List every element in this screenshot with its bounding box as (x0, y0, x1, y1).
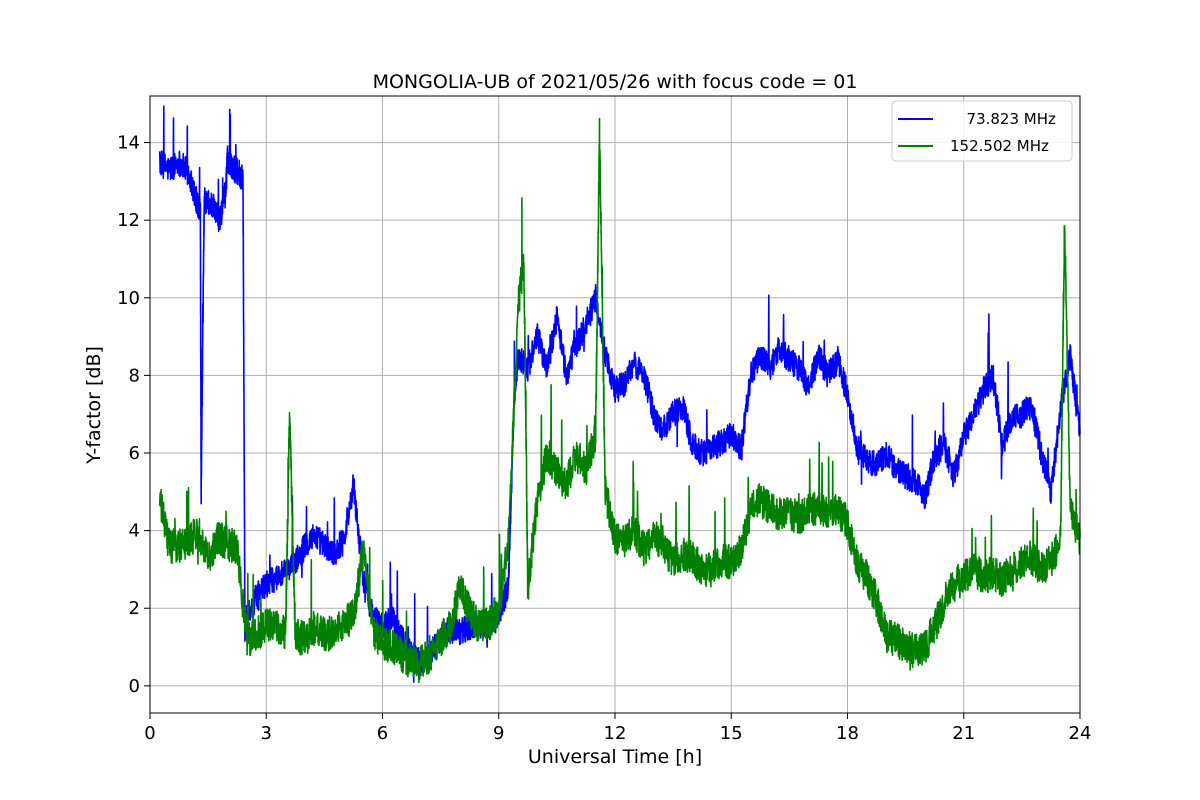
x-tick-label: 21 (952, 723, 975, 744)
x-tick-label: 12 (604, 723, 627, 744)
x-tick-label: 0 (144, 723, 155, 744)
y-tick-label: 2 (129, 598, 140, 619)
y-axis-label: Y-factor [dB] (83, 346, 105, 465)
y-tick-label: 14 (117, 133, 140, 154)
legend: 73.823 MHz 152.502 MHz (891, 100, 1073, 162)
legend-label-152mhz: 152.502 MHz (950, 137, 1049, 155)
x-tick-label: 15 (720, 723, 743, 744)
legend-label-73mhz: 73.823 MHz (957, 110, 1056, 128)
x-axis-label: Universal Time [h] (528, 746, 702, 768)
x-tick-label: 3 (261, 723, 272, 744)
x-tick-label: 9 (493, 723, 504, 744)
legend-box (891, 100, 1073, 162)
x-tick-label: 6 (377, 723, 388, 744)
y-tick-label: 4 (129, 521, 140, 542)
x-tick-label: 24 (1069, 723, 1092, 744)
y-tick-label: 0 (129, 676, 140, 697)
y-tick-label: 8 (129, 365, 140, 386)
y-tick-label: 10 (117, 288, 140, 309)
y-tick-label: 12 (117, 210, 140, 231)
y-tick-label: 6 (129, 443, 140, 464)
series-line-0 (158, 105, 1081, 683)
x-tick-label: 18 (836, 723, 859, 744)
series-layer (158, 105, 1081, 684)
series-line-1 (158, 117, 1081, 684)
chart-title: MONGOLIA-UB of 2021/05/26 with focus cod… (373, 71, 858, 93)
